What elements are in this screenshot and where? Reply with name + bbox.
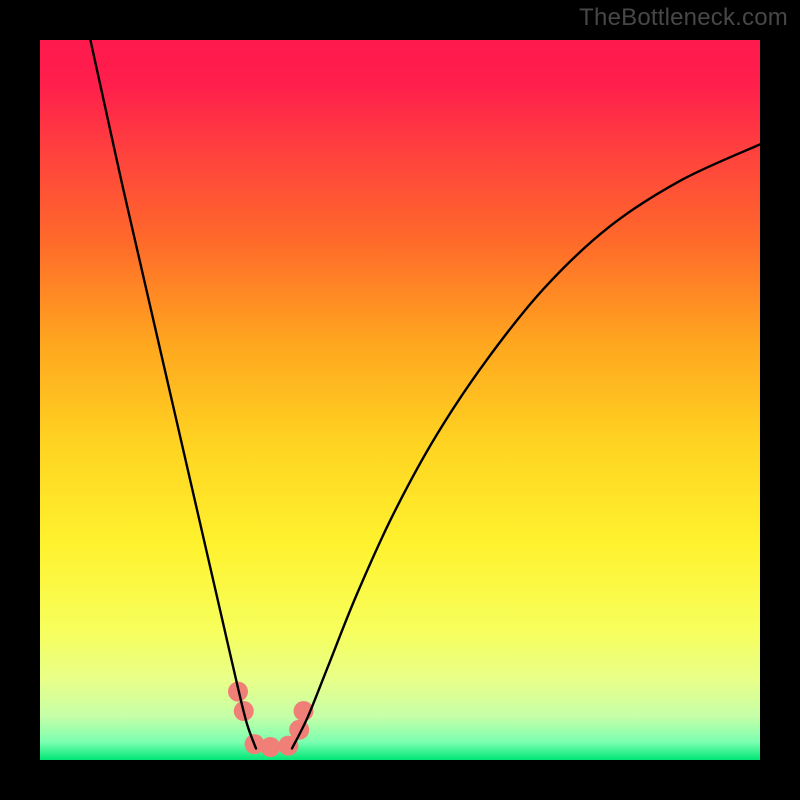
- watermark-text: TheBottleneck.com: [579, 4, 788, 32]
- chart-stage: TheBottleneck.com: [0, 0, 800, 800]
- bottleneck-plot: [0, 0, 800, 800]
- gradient-background: [40, 40, 760, 760]
- bottleneck-marker: [260, 737, 280, 757]
